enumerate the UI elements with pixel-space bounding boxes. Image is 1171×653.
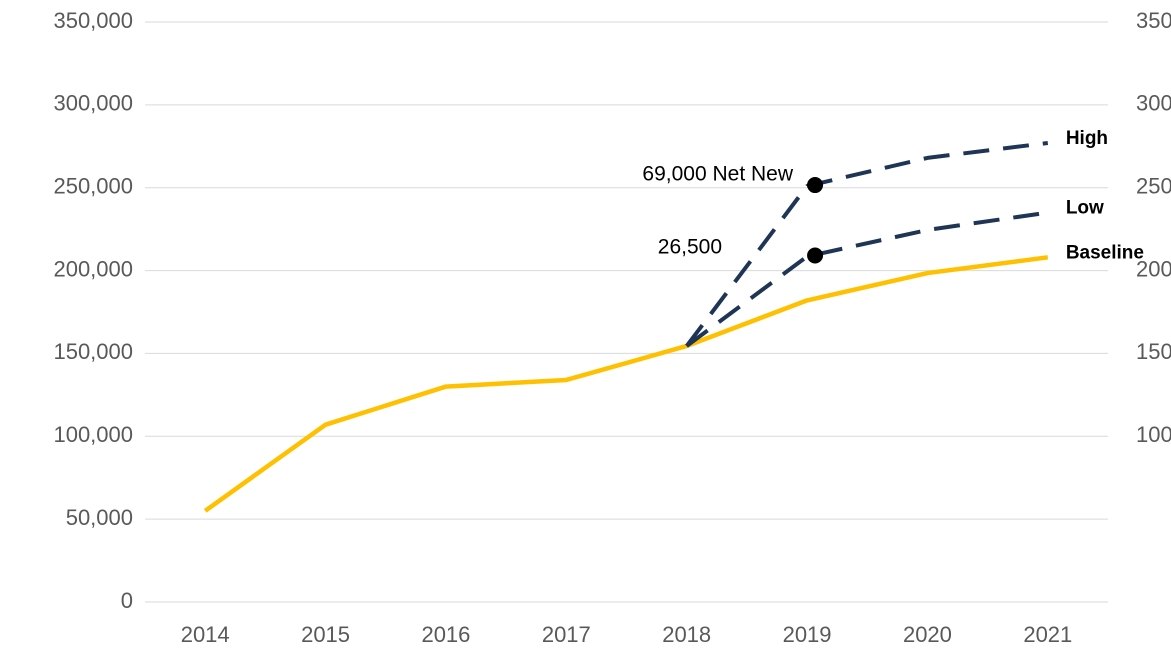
y2-tick-label: 300,000: [1136, 91, 1171, 116]
series-line: [685, 210, 1049, 348]
y-tick-label: 350,000: [53, 8, 133, 33]
y-tick-label: 200,000: [53, 256, 133, 281]
y-tick-label: 300,000: [53, 91, 133, 116]
series-line: [203, 255, 1049, 513]
x-tick-label: 2017: [542, 622, 591, 647]
y-tick-label: 150,000: [53, 339, 133, 364]
y-tick-label: 250,000: [53, 174, 133, 199]
x-tick-label: 2019: [783, 622, 832, 647]
x-tick-label: 2015: [301, 622, 350, 647]
y-tick-label: 0: [121, 588, 133, 613]
series-label: High: [1066, 128, 1108, 149]
y2-tick-label: 100,000: [1136, 422, 1171, 447]
point-marker: [807, 177, 824, 194]
x-tick-label: 2014: [181, 622, 230, 647]
y2-tick-label: 200,000: [1136, 256, 1171, 281]
y2-tick-label: 350,000: [1136, 8, 1171, 33]
series-label: Baseline: [1066, 242, 1144, 263]
y2-tick-label: 250,000: [1136, 174, 1171, 199]
annotation: 26,500: [658, 236, 722, 259]
series-line: [685, 140, 1049, 348]
y2-tick-label: 150,000: [1136, 339, 1171, 364]
x-tick-label: 2016: [421, 622, 470, 647]
y-tick-label: 100,000: [53, 422, 133, 447]
x-tick-label: 2018: [662, 622, 711, 647]
y-tick-label: 50,000: [66, 505, 133, 530]
series-label: Low: [1066, 198, 1104, 219]
annotation: 69,000 Net New: [642, 163, 793, 186]
point-marker: [807, 247, 824, 264]
x-tick-label: 2021: [1023, 622, 1072, 647]
x-tick-label: 2020: [903, 622, 952, 647]
